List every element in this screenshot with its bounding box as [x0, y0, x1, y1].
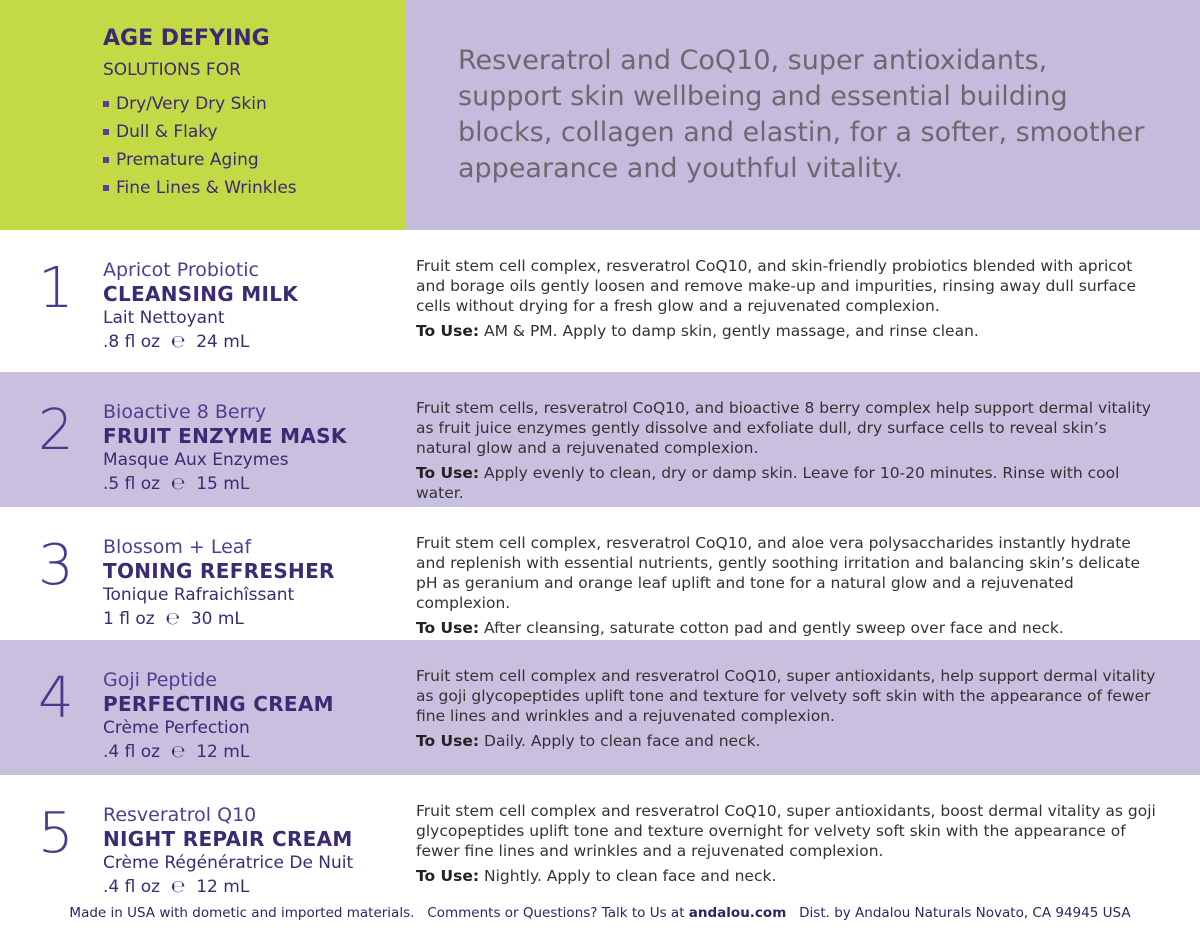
e-mark: ℮ — [170, 742, 186, 762]
product-info: Goji Peptide PERFECTING CREAM Crème Perfec… — [103, 668, 334, 764]
use-text: Daily. Apply to clean face and neck. — [484, 732, 761, 750]
product-type: FRUIT ENZYME MASK — [103, 424, 347, 448]
size-ml: 12 mL — [196, 742, 250, 762]
product-size: .4 fl oz ℮ 12 mL — [103, 740, 334, 764]
description: Fruit stem cell complex, resveratrol CoQ… — [416, 534, 1141, 612]
size-oz: .4 fl oz — [103, 877, 161, 897]
bullet-list: Dry/Very Dry Skin Dull & Flaky Premature A… — [103, 92, 297, 204]
footer: Made in USA with dometic and imported ma… — [0, 905, 1200, 921]
product-size: .5 fl oz ℮ 15 mL — [103, 472, 347, 496]
product-number: 3 — [38, 533, 74, 598]
product-number: 1 — [38, 256, 74, 321]
product-name: Blossom + Leaf — [103, 536, 252, 558]
use-label: To Use: — [416, 619, 480, 637]
product-number: 2 — [38, 398, 74, 463]
product-size: 1 fl oz ℮ 30 mL — [103, 607, 335, 631]
product-french: Crème Perfection — [103, 718, 250, 738]
footer-contact: Comments or Questions? Talk to Us at — [427, 905, 685, 921]
bullet: Dull & Flaky — [103, 120, 297, 148]
usage: To Use: Nightly. Apply to clean face and… — [416, 866, 1156, 886]
intro-text: Resveratrol and CoQ10, super antioxidant… — [458, 45, 1145, 184]
product-row: 4 Goji Peptide PERFECTING CREAM Crème Perfe… — [0, 640, 1200, 775]
footer-site: andalou.com — [688, 905, 787, 921]
e-mark: ℮ — [170, 877, 186, 897]
product-name: Resveratrol Q10 — [103, 804, 257, 826]
product-row: 2 Bioactive 8 Berry FRUIT ENZYME MASK Masqu… — [0, 372, 1200, 507]
use-text: Apply evenly to clean, dry or damp skin.… — [416, 464, 1120, 502]
product-details: Fruit stem cell complex, resveratrol CoQ… — [416, 533, 1156, 638]
product-french: Masque Aux Enzymes — [103, 450, 289, 470]
product-name: Apricot Probiotic — [103, 259, 259, 281]
product-type: NIGHT REPAIR CREAM — [103, 827, 353, 851]
size-ml: 24 mL — [196, 332, 250, 352]
bullet: Dry/Very Dry Skin — [103, 92, 297, 120]
size-ml: 30 mL — [190, 609, 244, 629]
use-label: To Use: — [416, 464, 480, 482]
product-french: Lait Nettoyant — [103, 308, 225, 328]
size-oz: .4 fl oz — [103, 742, 161, 762]
intro-panel — [405, 0, 1200, 230]
header-title: AGE DEFYING — [103, 26, 270, 51]
use-label: To Use: — [416, 322, 480, 340]
product-details: Fruit stem cell complex and resveratrol … — [416, 801, 1156, 886]
size-ml: 15 mL — [196, 474, 250, 494]
product-size: .4 fl oz ℮ 12 mL — [103, 875, 353, 899]
product-type: TONING REFRESHER — [103, 559, 335, 583]
product-details: Fruit stem cells, resveratrol CoQ10, and… — [416, 398, 1156, 503]
bullet: Premature Aging — [103, 148, 297, 176]
usage: To Use: After cleansing, saturate cotton… — [416, 618, 1156, 638]
bullet: Fine Lines & Wrinkles — [103, 176, 297, 204]
product-details: Fruit stem cell complex and resveratrol … — [416, 666, 1156, 751]
e-mark: ℮ — [165, 609, 180, 629]
use-text: Nightly. Apply to clean face and neck. — [484, 867, 777, 885]
use-label: To Use: — [416, 867, 480, 885]
product-number: 5 — [38, 801, 74, 866]
description: Fruit stem cell complex, resveratrol CoQ… — [416, 257, 1137, 315]
use-text: AM & PM. Apply to damp skin, gently mass… — [484, 322, 979, 340]
usage: To Use: AM & PM. Apply to damp skin, gen… — [416, 321, 1156, 341]
product-type: PERFECTING CREAM — [103, 692, 334, 716]
description: Fruit stem cells, resveratrol CoQ10, and… — [416, 399, 1151, 457]
product-row: 3 Blossom + Leaf TONING REFRESHER Tonique R… — [0, 507, 1200, 640]
product-row: 1 Apricot Probiotic CLEANSING MILK Lait Net… — [0, 230, 1200, 372]
description: Fruit stem cell complex and resveratrol … — [416, 667, 1156, 725]
description: Fruit stem cell complex and resveratrol … — [416, 802, 1156, 860]
product-name: Bioactive 8 Berry — [103, 401, 267, 423]
size-oz: 1 fl oz — [103, 609, 155, 629]
usage: To Use: Apply evenly to clean, dry or da… — [416, 463, 1156, 503]
product-number: 4 — [38, 666, 74, 731]
size-oz: .5 fl oz — [103, 474, 161, 494]
product-info: Resveratrol Q10 NIGHT REPAIR CREAM Crème R… — [103, 803, 353, 899]
product-info: Apricot Probiotic CLEANSING MILK Lait Nett… — [103, 258, 298, 354]
product-info: Bioactive 8 Berry FRUIT ENZYME MASK Masque… — [103, 400, 347, 496]
product-row: 5 Resveratrol Q10 NIGHT REPAIR CREAM Crème … — [0, 775, 1200, 905]
product-french: Tonique Rafraichîssant — [103, 585, 295, 605]
product-type: CLEANSING MILK — [103, 282, 299, 306]
header-subtitle: SOLUTIONS FOR — [103, 60, 241, 80]
use-text: After cleansing, saturate cotton pad and… — [484, 619, 1064, 637]
product-size: .8 fl oz ℮ 24 mL — [103, 330, 298, 354]
e-mark: ℮ — [170, 474, 186, 494]
product-name: Goji Peptide — [103, 669, 217, 691]
header-panel: AGE DEFYING SOLUTIONS FOR Dry/Very Dry S… — [0, 0, 405, 230]
usage: To Use: Daily. Apply to clean face and n… — [416, 731, 1156, 751]
footer-dist: Dist. by Andalou Naturals Novato, CA 949… — [799, 905, 1131, 921]
product-details: Fruit stem cell complex, resveratrol CoQ… — [416, 256, 1156, 341]
footer-made: Made in USA with dometic and imported ma… — [69, 905, 415, 921]
size-oz: .8 fl oz — [103, 332, 161, 352]
product-info: Blossom + Leaf TONING REFRESHER Tonique Ra… — [103, 535, 335, 631]
e-mark: ℮ — [170, 332, 186, 352]
use-label: To Use: — [416, 732, 480, 750]
size-ml: 12 mL — [196, 877, 250, 897]
product-french: Crème Régénératrice De Nuit — [103, 853, 354, 873]
